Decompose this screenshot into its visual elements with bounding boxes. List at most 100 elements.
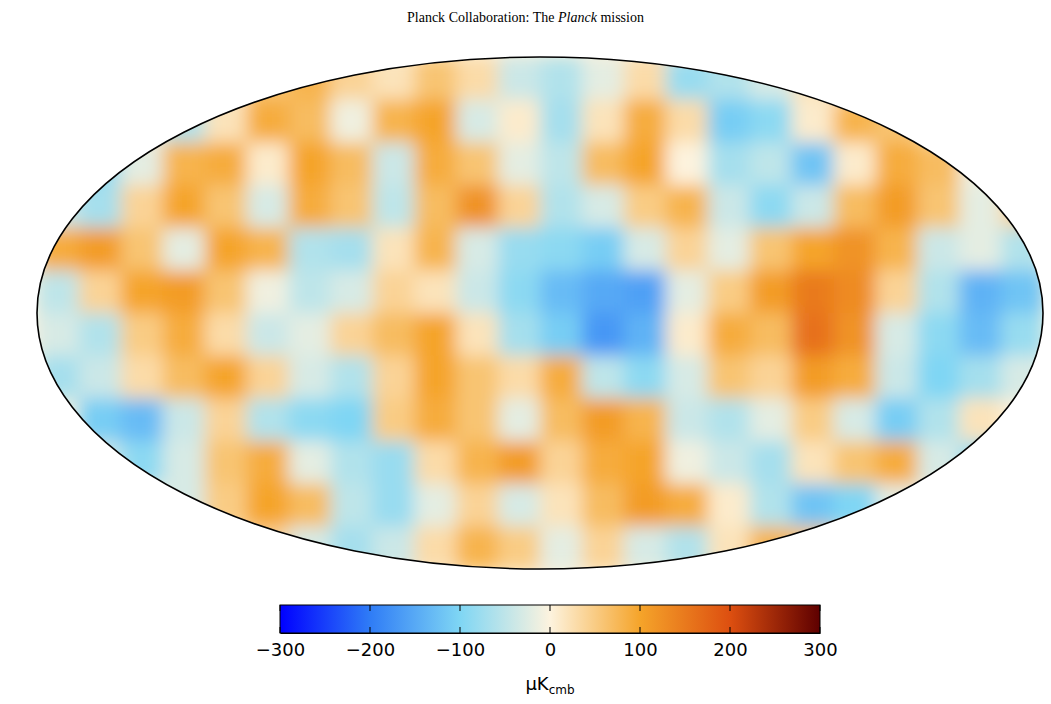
cell xyxy=(79,228,122,272)
cell xyxy=(456,142,499,186)
tick: 100 xyxy=(623,633,657,660)
cell xyxy=(372,185,415,229)
cell xyxy=(792,185,835,229)
tick-label: 0 xyxy=(545,639,556,660)
cell xyxy=(163,313,206,357)
cell xyxy=(917,313,960,357)
cell xyxy=(414,270,457,314)
cell xyxy=(456,313,499,357)
cell xyxy=(750,228,793,272)
cell xyxy=(624,57,667,101)
cell xyxy=(833,100,876,144)
cell xyxy=(456,228,499,272)
cell xyxy=(456,441,499,485)
tick: −100 xyxy=(436,633,485,660)
cell xyxy=(1001,228,1044,272)
cell xyxy=(372,142,415,186)
cell xyxy=(163,185,206,229)
cell xyxy=(875,142,918,186)
cell xyxy=(582,57,625,101)
cell xyxy=(624,270,667,314)
cell xyxy=(917,142,960,186)
cell xyxy=(414,185,457,229)
cell xyxy=(833,398,876,442)
cell xyxy=(330,100,373,144)
cell xyxy=(792,398,835,442)
cell xyxy=(708,398,751,442)
cell xyxy=(247,57,290,101)
cell xyxy=(121,228,164,272)
cell xyxy=(372,356,415,400)
cell xyxy=(289,57,332,101)
cell xyxy=(708,313,751,357)
cell xyxy=(205,313,248,357)
cell xyxy=(540,185,583,229)
cell xyxy=(582,441,625,485)
cell xyxy=(289,356,332,400)
cell xyxy=(330,441,373,485)
tick-label: −300 xyxy=(256,639,305,660)
cell xyxy=(289,398,332,442)
cell xyxy=(247,356,290,400)
cell xyxy=(708,270,751,314)
cell xyxy=(372,441,415,485)
cell xyxy=(456,398,499,442)
title: Planck Collaboration: The Planck mission xyxy=(407,10,644,25)
cell xyxy=(414,100,457,144)
tick-mark xyxy=(640,627,641,633)
cell xyxy=(540,228,583,272)
cell xyxy=(959,313,1002,357)
map-outline xyxy=(37,57,1043,569)
cell xyxy=(792,142,835,186)
cell xyxy=(540,313,583,357)
cell xyxy=(247,185,290,229)
cell xyxy=(121,185,164,229)
cell xyxy=(666,526,709,570)
map-area xyxy=(37,57,1044,570)
cell xyxy=(666,356,709,400)
cell xyxy=(750,57,793,101)
cell xyxy=(959,142,1002,186)
tick-mark xyxy=(280,627,281,633)
cell xyxy=(624,228,667,272)
cell xyxy=(330,398,373,442)
cell xyxy=(289,100,332,144)
cell xyxy=(289,185,332,229)
tick-mark xyxy=(370,627,371,633)
cell xyxy=(540,142,583,186)
cell xyxy=(666,142,709,186)
cell xyxy=(624,100,667,144)
cell xyxy=(540,526,583,570)
cell xyxy=(498,398,541,442)
cell xyxy=(79,142,122,186)
cell xyxy=(79,185,122,229)
cell xyxy=(414,398,457,442)
cell xyxy=(582,398,625,442)
cell xyxy=(163,356,206,400)
cell xyxy=(498,441,541,485)
cell xyxy=(289,142,332,186)
cell xyxy=(875,100,918,144)
cell xyxy=(330,356,373,400)
cell xyxy=(330,228,373,272)
color-bar xyxy=(280,605,820,633)
cell xyxy=(289,484,332,528)
cell xyxy=(875,356,918,400)
cell xyxy=(582,100,625,144)
cell xyxy=(917,398,960,442)
cell xyxy=(330,185,373,229)
cell xyxy=(330,142,373,186)
cell xyxy=(330,484,373,528)
cell xyxy=(582,185,625,229)
cell xyxy=(289,228,332,272)
cell xyxy=(624,356,667,400)
cell xyxy=(498,142,541,186)
cell xyxy=(372,57,415,101)
cell xyxy=(121,313,164,357)
cell xyxy=(624,484,667,528)
cell xyxy=(624,313,667,357)
tick-mark xyxy=(820,627,821,633)
cell xyxy=(540,356,583,400)
cell xyxy=(582,484,625,528)
cell xyxy=(372,100,415,144)
